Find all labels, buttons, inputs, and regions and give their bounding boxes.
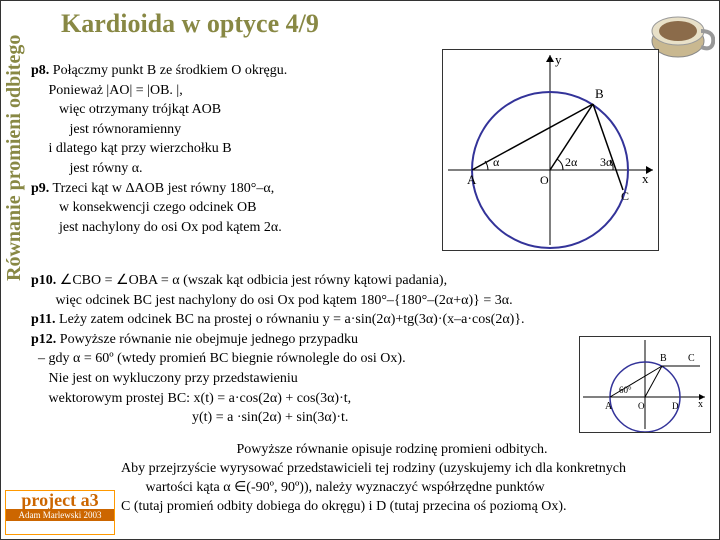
footer-text: Powyższe równanie opisuje rodzinę promie…: [121, 441, 711, 517]
label-O: O: [540, 173, 549, 187]
svg-text:B: B: [660, 353, 667, 364]
main-diagram: A B O C x y α 2α 3α: [442, 49, 659, 251]
content-mid: p10. ∠CBO = ∠OBA = α (wszak kąt odbicia …: [31, 271, 661, 428]
p11-label: p11.: [31, 312, 56, 327]
label-3alpha: 3α: [600, 155, 613, 169]
side-label: Równanie promieni odbitego: [3, 35, 26, 281]
label-x: x: [642, 171, 649, 186]
label-y: y: [555, 52, 562, 67]
p10-label: p10.: [31, 273, 56, 288]
label-C: C: [621, 189, 629, 203]
label-B: B: [595, 86, 604, 101]
p9-label: p9.: [31, 181, 49, 196]
svg-text:D: D: [672, 401, 679, 411]
label-2alpha: 2α: [565, 155, 578, 169]
p12-label: p12.: [31, 332, 56, 347]
p8-label: p8.: [31, 63, 49, 78]
label-alpha: α: [493, 155, 500, 169]
page-title: Kardioida w optyce 4/9: [61, 9, 319, 39]
slide: Kardioida w optyce 4/9 Równanie promieni…: [0, 0, 720, 540]
content-top: p8. Połączmy punkt B ze środkiem O okręg…: [31, 61, 431, 237]
svg-text:C: C: [688, 353, 695, 364]
svg-text:x: x: [698, 399, 703, 410]
label-A: A: [467, 172, 477, 187]
project-logo: project a3 Adam Marlewski 2003: [5, 490, 115, 535]
